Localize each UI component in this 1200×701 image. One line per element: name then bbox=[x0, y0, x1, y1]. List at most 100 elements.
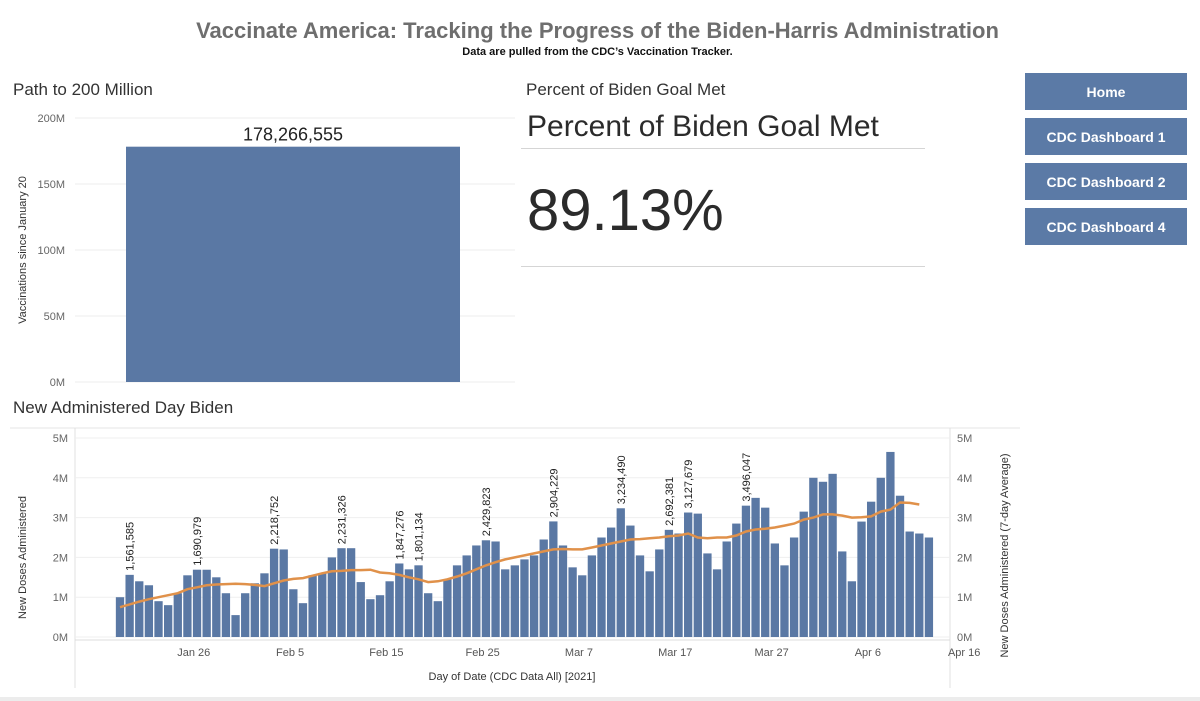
daily-dose-bar bbox=[905, 531, 914, 637]
y-tick-label-right: 3M bbox=[957, 513, 972, 525]
daily-dose-bar bbox=[414, 565, 423, 637]
daily-dose-bar bbox=[645, 571, 654, 637]
daily-dose-bar bbox=[173, 593, 182, 637]
y-tick-label-right: 5M bbox=[957, 433, 972, 445]
daily-chart-title: New Administered Day Biden bbox=[13, 398, 234, 417]
bar-data-label: 2,429,823 bbox=[481, 487, 493, 536]
daily-dose-bar bbox=[452, 565, 462, 637]
y-tick-label-right: 4M bbox=[957, 473, 972, 485]
cdc-dashboard-1-button[interactable]: CDC Dashboard 1 bbox=[1025, 118, 1187, 155]
daily-dose-bar bbox=[192, 569, 202, 637]
x-tick-label: Feb 5 bbox=[276, 647, 304, 659]
daily-dose-bar bbox=[655, 549, 664, 637]
y-axis-label: Vaccinations since January 20 bbox=[17, 176, 29, 324]
daily-dose-bar bbox=[664, 529, 674, 637]
daily-dose-bar bbox=[741, 505, 751, 637]
kpi-divider-top bbox=[521, 148, 925, 149]
daily-dose-bar bbox=[674, 533, 683, 637]
daily-dose-bar bbox=[337, 548, 346, 637]
daily-dose-bar bbox=[626, 525, 635, 637]
daily-dose-bar bbox=[472, 545, 481, 637]
daily-dose-bar bbox=[481, 540, 491, 637]
vaccinations-bar bbox=[126, 146, 460, 382]
path-to-200m-chart: 0M 50M 100M 150M 200M Vaccinations since Janu… bbox=[17, 113, 515, 389]
x-tick-label: Feb 15 bbox=[369, 647, 403, 659]
daily-dose-bar bbox=[154, 601, 163, 637]
y-tick-label: 200M bbox=[37, 113, 65, 125]
daily-dose-bar bbox=[366, 599, 375, 637]
daily-dose-bar bbox=[269, 548, 279, 637]
daily-dose-bar bbox=[732, 523, 741, 637]
daily-dose-bar bbox=[876, 477, 885, 637]
seven-day-average-line bbox=[119, 501, 920, 609]
y-tick-label-left: 5M bbox=[53, 433, 68, 445]
bar-data-label: 3,496,047 bbox=[741, 453, 753, 502]
y-tick-label-left: 3M bbox=[53, 513, 68, 525]
daily-dose-bar bbox=[164, 605, 173, 637]
daily-dose-bar bbox=[260, 573, 269, 637]
daily-dose-bar bbox=[385, 581, 394, 637]
y-tick-label: 0M bbox=[50, 377, 65, 389]
dashboard-subtitle: Data are pulled from the CDC’s Vaccinati… bbox=[462, 46, 733, 58]
daily-dose-bar bbox=[289, 589, 298, 637]
daily-dose-bar bbox=[424, 593, 433, 637]
bottom-scroll-strip bbox=[0, 697, 1200, 701]
home-button[interactable]: Home bbox=[1025, 73, 1187, 110]
daily-dose-bar bbox=[221, 593, 231, 637]
daily-dose-bar bbox=[722, 541, 731, 637]
x-tick-label: Feb 25 bbox=[466, 647, 500, 659]
daily-dose-bar bbox=[279, 549, 288, 637]
daily-dose-bar bbox=[568, 567, 577, 637]
bar-data-label: 2,231,326 bbox=[336, 495, 348, 544]
y-tick-label-left: 4M bbox=[53, 473, 68, 485]
daily-dose-bar bbox=[703, 553, 712, 637]
daily-dose-bar bbox=[183, 575, 192, 637]
daily-dose-bar bbox=[789, 537, 799, 637]
daily-dose-bar bbox=[144, 585, 154, 637]
daily-dose-bar bbox=[818, 481, 828, 637]
daily-dose-bar bbox=[770, 543, 779, 637]
daily-dose-bar bbox=[838, 551, 847, 637]
daily-dose-bar bbox=[115, 597, 125, 637]
daily-dose-bar bbox=[462, 555, 471, 637]
daily-dose-bar bbox=[135, 581, 144, 637]
daily-dose-bar bbox=[635, 555, 645, 637]
y-tick-label-left: 1M bbox=[53, 592, 68, 604]
y-tick-label: 50M bbox=[44, 311, 65, 323]
bar-data-label: 1,801,134 bbox=[414, 512, 426, 561]
bar-data-label: 2,692,381 bbox=[664, 477, 676, 526]
daily-dose-bar bbox=[761, 507, 770, 637]
x-tick-label: Jan 26 bbox=[177, 647, 210, 659]
daily-dose-bar bbox=[693, 513, 702, 637]
daily-dose-bar bbox=[318, 573, 327, 637]
daily-dose-bar bbox=[375, 595, 385, 637]
y-tick-label-left: 0M bbox=[53, 632, 68, 644]
daily-dose-bar bbox=[212, 577, 221, 637]
daily-dose-bar bbox=[308, 575, 317, 637]
daily-dose-bar bbox=[404, 569, 414, 637]
bar-data-label: 1,847,276 bbox=[394, 511, 406, 560]
daily-dose-bar bbox=[597, 537, 606, 637]
daily-dose-bar bbox=[501, 569, 510, 637]
daily-dose-bar bbox=[558, 545, 568, 637]
daily-dose-bar bbox=[202, 569, 211, 637]
daily-dose-bar bbox=[231, 615, 240, 637]
kpi-header: Percent of Biden Goal Met bbox=[527, 110, 879, 143]
y-tick-label-right: 2M bbox=[957, 552, 972, 564]
x-tick-label: Mar 17 bbox=[658, 647, 692, 659]
daily-dose-bar bbox=[895, 495, 905, 637]
y-tick-label-left: 2M bbox=[53, 552, 68, 564]
cdc-dashboard-2-button[interactable]: CDC Dashboard 2 bbox=[1025, 163, 1187, 200]
daily-dose-bar bbox=[241, 593, 250, 637]
daily-dose-bar bbox=[684, 512, 693, 637]
daily-dose-bar bbox=[298, 603, 308, 637]
daily-dose-bar bbox=[915, 533, 924, 637]
daily-dose-bar bbox=[510, 565, 519, 637]
bar-data-label: 3,234,490 bbox=[616, 455, 628, 504]
path-chart-title: Path to 200 Million bbox=[13, 80, 153, 99]
x-tick-label: Apr 16 bbox=[948, 647, 980, 659]
x-axis-label: Day of Date (CDC Data All) [2021] bbox=[429, 671, 596, 683]
bar-data-label: 2,904,229 bbox=[548, 468, 560, 517]
cdc-dashboard-4-button[interactable]: CDC Dashboard 4 bbox=[1025, 208, 1187, 245]
daily-dose-bar bbox=[520, 559, 529, 637]
